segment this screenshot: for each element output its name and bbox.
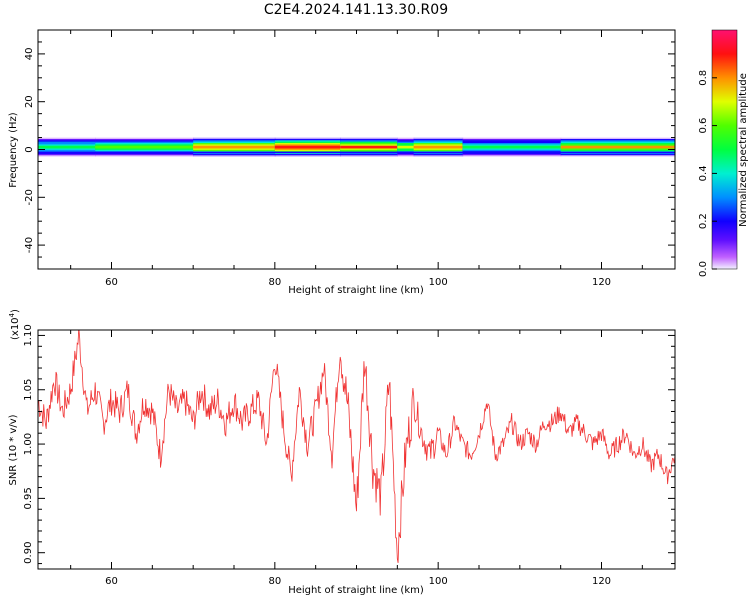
heatmap-y-label: Frequency (Hz)	[8, 112, 19, 188]
colorbar-tick-label: 0.8	[698, 70, 709, 86]
y-tick-label: 1.00	[23, 433, 34, 455]
x-tick-label: 120	[592, 576, 611, 587]
y-tick-label: 0.95	[23, 487, 34, 509]
colorbar-tick-label: 0.6	[698, 118, 709, 134]
x-tick-label: 120	[592, 277, 611, 288]
y-tick-label: 0	[24, 146, 35, 152]
scale-note-exponent: 4	[8, 312, 16, 317]
heatmap-panel: 60 80 100 120 40 20 0 -20 -40 Height of straigh…	[8, 29, 676, 296]
y-tick-label: 0.90	[23, 542, 34, 564]
heatmap-cell	[95, 145, 194, 149]
y-tick-label: 1.05	[23, 379, 34, 401]
y-tick-label: -20	[24, 189, 35, 205]
colorbar-tick-label: 0.4	[698, 165, 709, 181]
y-tick-label: 1.10	[23, 324, 34, 346]
line-frame	[37, 329, 676, 570]
colorbar-tick-label: 0.2	[698, 213, 709, 229]
y-tick-label: 20	[24, 95, 35, 108]
line-y-ticks: 1.10 1.05 1.00 0.95 0.90	[23, 324, 675, 565]
heatmap-cell	[340, 145, 398, 149]
line-y-label: SNR (10 * v/v)	[8, 414, 19, 485]
colorbar-tick-label: 0.0	[698, 261, 709, 277]
heatmap-cell	[274, 145, 341, 149]
x-tick-label: 100	[429, 576, 448, 587]
heatmap-x-label: Height of straight line (km)	[288, 285, 424, 296]
heatmap-band	[38, 137, 675, 157]
line-x-ticks: 60 80 100 120	[70, 330, 643, 587]
x-tick-label: 80	[268, 576, 281, 587]
heatmap-cell	[413, 145, 464, 149]
heatmap-cell	[560, 145, 675, 149]
scale-note-prefix: (x10	[10, 317, 21, 340]
page-title: C2E4.2024.141.13.30.R09	[263, 2, 449, 18]
line-panel: 60 80 100 120 1.10 1.05 1.00 0.95 0.90 Height o…	[8, 309, 676, 596]
scale-note-suffix: )	[10, 309, 21, 313]
line-scale-note: (x104)	[8, 309, 21, 340]
heatmap-cell	[462, 145, 562, 149]
colorbar-ticks: 0.0 0.2 0.4 0.6 0.8	[698, 70, 717, 277]
x-tick-label: 100	[429, 277, 448, 288]
x-tick-label: 80	[268, 277, 281, 288]
heatmap-x-ticks: 60 80 100 120	[70, 30, 643, 288]
x-tick-label: 60	[105, 277, 118, 288]
colorbar-label: Normalized spectral amplitude	[738, 73, 749, 227]
y-tick-label: 40	[24, 48, 35, 61]
snr-series-line	[38, 330, 675, 563]
heatmap-cell	[38, 145, 96, 149]
line-x-label: Height of straight line (km)	[288, 585, 424, 596]
heatmap-y-ticks: 40 20 0 -20 -40	[24, 29, 675, 270]
y-tick-label: -40	[24, 237, 35, 253]
svg-text:(x104): (x104)	[8, 309, 21, 340]
x-tick-label: 60	[105, 576, 118, 587]
colorbar: 0.0 0.2 0.4 0.6 0.8 Normalized spectral ampl…	[698, 29, 749, 277]
heatmap-cell	[397, 145, 415, 149]
heatmap-cell	[193, 145, 276, 149]
colorbar-gradient	[711, 29, 738, 270]
